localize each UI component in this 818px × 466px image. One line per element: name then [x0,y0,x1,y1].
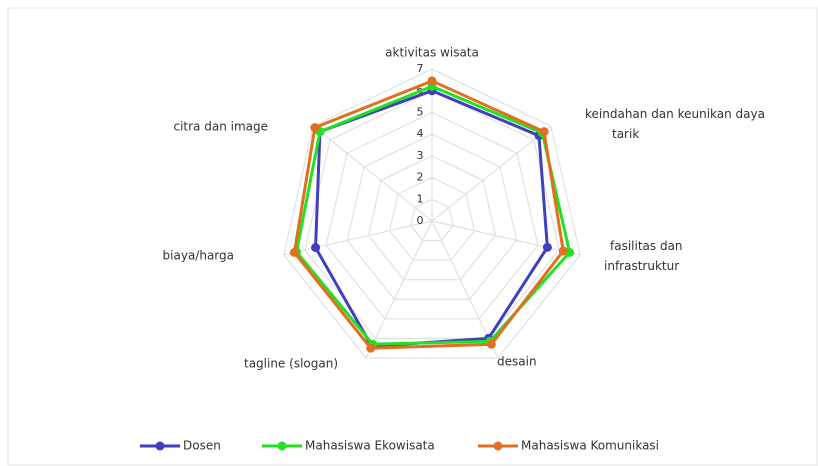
marker [366,343,376,353]
tick-label: 3 [417,149,424,162]
label-line: infrastruktur [604,259,679,273]
grid-ring [304,90,560,339]
legend-label: Dosen [183,439,221,453]
spoke [365,220,433,359]
spoke [431,125,552,222]
spoke [312,125,433,222]
category-label: desain [497,355,537,369]
chart-area [7,7,818,466]
category-label: tagline (slogan) [244,357,338,371]
marker [539,127,549,137]
spoke [283,220,433,256]
series-line [292,79,565,350]
legend-label: Mahasiswa Komunikasi [521,439,659,453]
category-label: aktivitas wisata [385,46,479,60]
legend-marker [277,441,287,451]
legend-label: Mahasiswa Ekowisata [305,439,435,453]
marker [289,247,299,257]
grid-ring [346,133,518,300]
category-label: fasilitas dan infrastruktur [604,239,683,273]
marker [558,246,568,256]
category-label: citra dan image [173,120,268,134]
category-label: keindahan dan keunikan daya tarik [585,107,765,141]
grid-ring [389,177,475,261]
grid-ring [367,155,497,281]
legend-marker [155,441,165,451]
spoke [431,220,581,256]
tick-label: 7 [417,62,424,75]
category-label: biaya/harga [163,249,234,263]
marker [311,243,321,253]
marker [486,339,496,349]
tick-label: 0 [417,214,424,227]
label-line: fasilitas dan [610,239,683,253]
label-line: keindahan dan keunikan daya [585,107,765,121]
marker [542,242,552,252]
tick-label: 4 [417,127,424,140]
marker [427,76,437,86]
grid-ring [325,111,539,320]
label-line: tarik [612,127,639,141]
tick-label: 2 [417,171,424,184]
marker [310,123,320,133]
tick-label: 1 [417,192,424,205]
tick-label: 5 [417,105,424,118]
legend-marker [493,441,503,451]
grid-ring [283,68,581,359]
grid-ring [410,198,454,242]
